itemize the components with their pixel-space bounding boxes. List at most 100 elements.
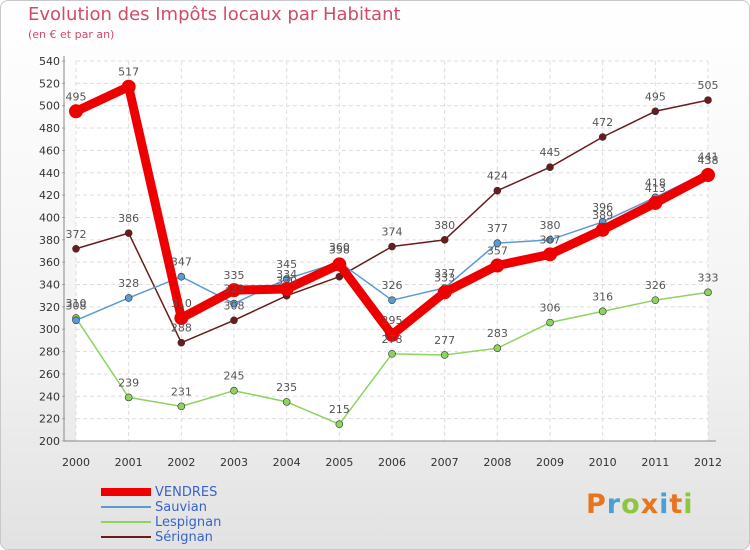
chart-subtitle: (en € et par an) bbox=[28, 28, 115, 41]
y-tick-label: 520 bbox=[39, 77, 60, 90]
data-label: 335 bbox=[224, 269, 245, 282]
y-tick-label: 240 bbox=[39, 390, 60, 403]
data-label: 377 bbox=[487, 222, 508, 235]
data-label: 357 bbox=[487, 245, 508, 258]
data-point bbox=[704, 288, 712, 297]
data-label: 413 bbox=[645, 182, 666, 195]
legend-item: Sauvian bbox=[101, 500, 301, 515]
x-tick-label: 2001 bbox=[115, 456, 143, 469]
data-label: 505 bbox=[698, 79, 719, 92]
data-point bbox=[388, 350, 396, 358]
data-label: 310 bbox=[171, 297, 192, 310]
y-tick-label: 420 bbox=[39, 189, 60, 202]
data-point bbox=[227, 283, 241, 298]
data-label: 495 bbox=[66, 90, 87, 103]
data-label: 347 bbox=[171, 256, 192, 269]
x-tick-label: 2002 bbox=[167, 456, 195, 469]
data-label: 330 bbox=[276, 275, 297, 288]
data-point bbox=[493, 344, 502, 353]
data-label: 358 bbox=[329, 243, 350, 256]
data-label: 367 bbox=[540, 233, 561, 246]
data-point bbox=[595, 222, 610, 237]
y-tick-label: 480 bbox=[39, 122, 60, 135]
grid bbox=[75, 60, 709, 442]
data-point bbox=[651, 296, 660, 304]
data-labels: 372 386 288 308 330 374 380 424 445 472 495 505 310 2… bbox=[66, 66, 719, 417]
legend-swatch bbox=[101, 536, 151, 538]
legend-swatch bbox=[101, 506, 151, 508]
data-label: 380 bbox=[434, 219, 455, 232]
data-label: 334 bbox=[276, 268, 297, 281]
data-label: 326 bbox=[645, 279, 666, 292]
data-point bbox=[701, 168, 715, 182]
x-tick-label: 2003 bbox=[220, 456, 248, 469]
data-label: 283 bbox=[487, 327, 508, 340]
data-point bbox=[648, 195, 663, 210]
x-tick-label: 2010 bbox=[589, 456, 617, 469]
data-point bbox=[598, 307, 607, 316]
y-tick-label: 200 bbox=[39, 435, 60, 448]
data-point bbox=[69, 104, 83, 119]
y-tick-label: 540 bbox=[39, 55, 60, 68]
legend-label: Sérignan bbox=[155, 530, 213, 545]
data-label: 308 bbox=[66, 299, 87, 312]
x-tick-label: 2000 bbox=[62, 456, 90, 469]
data-label: 333 bbox=[698, 271, 719, 284]
data-label: 326 bbox=[382, 279, 403, 292]
data-point bbox=[651, 107, 660, 116]
data-point bbox=[493, 239, 502, 247]
proxiti-logo: Proxiti bbox=[586, 489, 694, 520]
data-label: 239 bbox=[118, 376, 139, 389]
y-tick-label: 360 bbox=[39, 256, 60, 269]
data-label: 288 bbox=[171, 322, 192, 335]
data-point bbox=[282, 398, 291, 406]
x-tick-label: 2007 bbox=[431, 456, 459, 469]
x-tick-label: 2011 bbox=[641, 456, 669, 469]
y-tick-label: 260 bbox=[39, 368, 60, 381]
data-label: 441 bbox=[698, 151, 719, 164]
data-label: 215 bbox=[329, 403, 350, 416]
data-point bbox=[230, 386, 238, 395]
x-tick-label: 2005 bbox=[325, 456, 353, 469]
data-point bbox=[546, 318, 554, 327]
data-point bbox=[72, 244, 80, 253]
legend-label: VENDRES bbox=[155, 485, 218, 500]
data-label: 235 bbox=[276, 381, 297, 394]
data-point bbox=[388, 296, 396, 304]
y-tick-label: 320 bbox=[39, 301, 60, 314]
data-point bbox=[332, 257, 347, 272]
y-tick-label: 440 bbox=[39, 167, 60, 180]
legend-swatch bbox=[101, 488, 151, 496]
data-label: 380 bbox=[540, 219, 561, 232]
axes: 200 220 240 260 280 300 320 340 360 380 400 420 440 4… bbox=[39, 55, 722, 469]
data-point bbox=[124, 393, 133, 402]
y-tick-label: 400 bbox=[39, 211, 60, 224]
data-label: 245 bbox=[224, 370, 245, 383]
data-label: 337 bbox=[434, 267, 455, 280]
data-label: 310 bbox=[66, 297, 87, 310]
data-point bbox=[230, 299, 238, 308]
data-label: 306 bbox=[540, 302, 561, 315]
data-point bbox=[335, 420, 344, 429]
data-label: 396 bbox=[592, 201, 613, 214]
data-label: 517 bbox=[118, 66, 139, 79]
data-label: 386 bbox=[118, 212, 139, 225]
data-point bbox=[385, 327, 399, 342]
data-point bbox=[437, 285, 452, 300]
logo-letter: x bbox=[640, 489, 660, 520]
legend-item: Lespignan bbox=[101, 515, 301, 530]
legend-item: Sérignan bbox=[101, 530, 301, 545]
data-point bbox=[174, 311, 189, 326]
data-point bbox=[121, 79, 136, 94]
data-label: 231 bbox=[171, 385, 192, 398]
data-label: 445 bbox=[540, 146, 561, 159]
y-tick-label: 380 bbox=[39, 234, 60, 247]
logo-letter: o bbox=[621, 489, 641, 520]
logo-letter: P bbox=[586, 489, 607, 520]
legend-item: VENDRES bbox=[101, 485, 301, 500]
data-point bbox=[177, 402, 186, 411]
data-point bbox=[440, 236, 449, 244]
data-point bbox=[124, 229, 133, 237]
data-label: 323 bbox=[224, 283, 245, 296]
